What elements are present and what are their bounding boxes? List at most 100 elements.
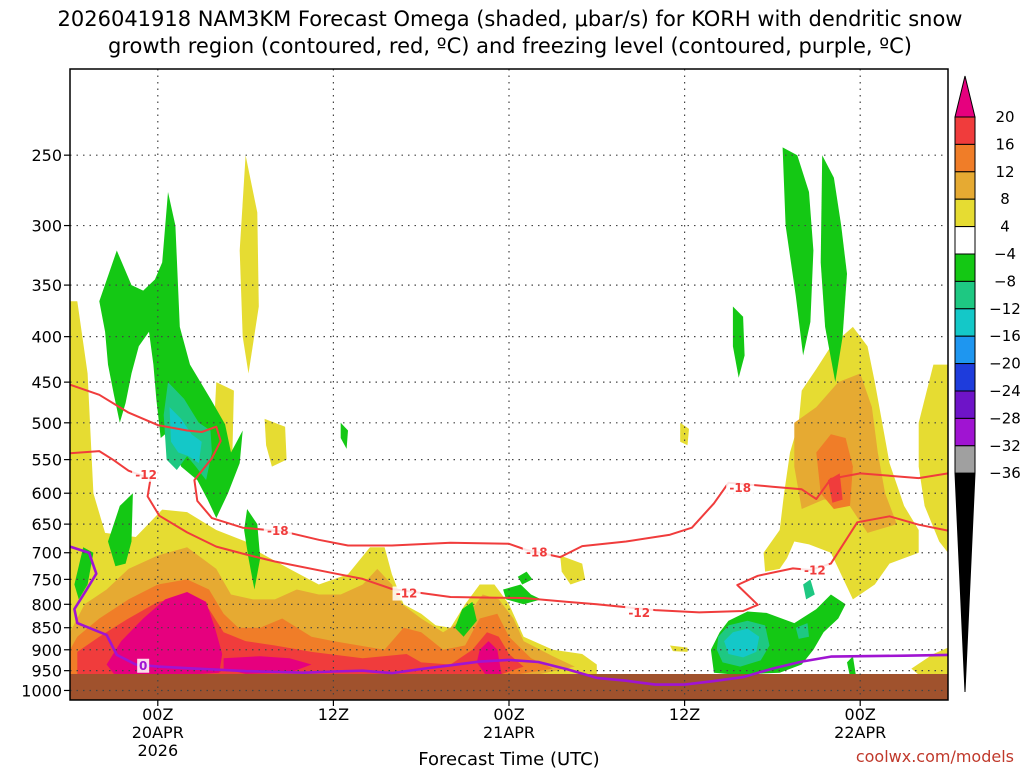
- omega-region-plus4-3: [264, 418, 287, 467]
- x-tick-label-1-0: 12Z: [318, 705, 349, 724]
- contour-label-0: -12: [135, 468, 157, 482]
- omega-region-plus20-0: [106, 592, 223, 676]
- omega-region-minus4-12: [847, 656, 856, 677]
- colorbar-label-2: 12: [995, 163, 1014, 181]
- colorbar: 20 16 12 8 4 −4 −8 −12 −16 −20 −24 −28 −32 −36: [954, 75, 1021, 693]
- colorbar-band-minus32: [954, 445, 976, 474]
- contour-label-5: -18: [729, 481, 751, 495]
- colorbar-label-7: −12: [989, 300, 1021, 318]
- omega-region-plus4-8: [560, 555, 586, 585]
- colorbar-label-1: 16: [995, 135, 1014, 153]
- contour-label-bg-7: [137, 658, 150, 673]
- colorbar-band-minus24: [954, 390, 976, 419]
- y-tick-label-1000: 1000: [21, 681, 62, 700]
- x-axis-title: Forecast Time (UTC): [418, 749, 599, 768]
- contour-labels: -12 -18 -18 -12 -12 -18 -12 0: [132, 467, 829, 673]
- colorbar-band-minus16: [954, 335, 976, 365]
- omega-region-plus4-6: [918, 364, 948, 553]
- contour-label-7: 0: [139, 659, 147, 673]
- omega-region-minus4-7: [517, 571, 533, 585]
- omega-region-minus12-1: [724, 628, 760, 658]
- omega-region-minus8-2: [803, 579, 815, 600]
- contour-label-6: -12: [804, 564, 826, 578]
- y-tick-label-800: 800: [31, 595, 62, 614]
- colorbar-lower-arrow: [954, 472, 976, 693]
- y-tick-label-300: 300: [31, 217, 62, 236]
- omega-shading: [70, 147, 948, 681]
- chart-title-line2: growth region (contoured, red, ºC) and f…: [108, 34, 912, 58]
- contour-label-bg-3: [392, 586, 421, 601]
- omega-region-plus12-1: [816, 434, 853, 509]
- colorbar-label-12: −32: [989, 437, 1021, 455]
- y-tick-label-550: 550: [31, 451, 62, 470]
- colorbar-band-minus28: [954, 417, 976, 447]
- colorbar-band-plus16: [954, 116, 976, 145]
- colorbar-label-0: 20: [995, 108, 1014, 126]
- omega-region-minus4-4: [340, 422, 348, 449]
- contour-label-bg-4: [625, 605, 654, 620]
- omega-region-plus4-9: [670, 645, 688, 652]
- y-tick-label-950: 950: [31, 662, 62, 681]
- x-tick-label-0-0: 00Z: [142, 705, 173, 724]
- colorbar-band-plus12: [954, 143, 976, 173]
- omega-region-minus4-2: [108, 493, 133, 567]
- colorbar-band-neutral: [954, 226, 976, 255]
- colorbar-band-minus20: [954, 363, 976, 392]
- omega-region-plus16-1: [828, 473, 843, 503]
- x-tick-label-0-1: 20APR: [132, 723, 184, 742]
- y-tick-label-400: 400: [31, 328, 62, 347]
- x-tick-label-4-1: 22APR: [834, 723, 886, 742]
- chart-title-line1: 2026041918 NAM3KM Forecast Omega (shaded…: [58, 7, 963, 31]
- colorbar-upper-arrow: [954, 75, 976, 118]
- colorbar-label-8: −16: [989, 327, 1021, 345]
- omega-region-plus20-2: [223, 656, 312, 674]
- colorbar-label-3: 8: [1000, 190, 1010, 208]
- omega-region-plus4-1: [239, 155, 259, 374]
- colorbar-band-plus8: [954, 171, 976, 200]
- colorbar-label-13: −36: [989, 464, 1021, 482]
- contour-label-bg-5: [726, 481, 755, 496]
- contour-label-1: -18: [267, 524, 289, 538]
- contour-line-0: [70, 383, 948, 559]
- colorbar-label-6: −8: [994, 272, 1016, 290]
- y-tick-label-650: 650: [31, 515, 62, 534]
- x-tick-label-3-0: 12Z: [669, 705, 700, 724]
- omega-region-plus20-1: [476, 641, 502, 677]
- colorbar-label-10: −24: [989, 382, 1021, 400]
- omega-region-minus4-1: [74, 547, 94, 600]
- y-tick-label-700: 700: [31, 544, 62, 563]
- colorbar-band-minus12: [954, 308, 976, 337]
- contour-label-2: -18: [526, 546, 548, 560]
- y-tick-label-450: 450: [31, 373, 62, 392]
- contour-label-3: -12: [396, 587, 418, 601]
- colorbar-band-minus4: [954, 253, 976, 282]
- x-tick-label-2-1: 21APR: [483, 723, 535, 742]
- omega-region-minus12-0: [169, 407, 202, 464]
- contour-line-2: [70, 545, 948, 686]
- omega-region-minus4-8: [782, 147, 814, 356]
- colorbar-band-plus4: [954, 198, 976, 228]
- y-tick-label-250: 250: [31, 146, 62, 165]
- grid-lines: [70, 69, 948, 700]
- x-tick-label-0-2: 2026: [137, 741, 178, 760]
- y-axis: 250 300 350 400 450 500 550 600 650 700 750 800 850 9…: [21, 146, 70, 700]
- omega-region-minus4-10: [732, 306, 745, 378]
- colorbar-band-minus8: [954, 280, 976, 310]
- y-tick-label-600: 600: [31, 484, 62, 503]
- colorbar-label-4: 4: [1000, 218, 1010, 236]
- contour-label-bg-2: [522, 545, 551, 560]
- x-tick-label-2-0: 00Z: [493, 705, 524, 724]
- omega-region-minus8-3: [795, 623, 809, 639]
- colorbar-label-9: −20: [989, 355, 1021, 373]
- contour-label-4: -12: [628, 606, 650, 620]
- y-tick-label-350: 350: [31, 276, 62, 295]
- y-tick-label-850: 850: [31, 619, 62, 638]
- source-credit: coolwx.com/models: [856, 747, 1014, 766]
- colorbar-label-5: −4: [994, 245, 1016, 263]
- contour-label-bg-1: [263, 524, 292, 539]
- contour-label-bg-6: [800, 563, 829, 578]
- contour-label-bg-0: [132, 467, 161, 482]
- y-tick-label-900: 900: [31, 641, 62, 660]
